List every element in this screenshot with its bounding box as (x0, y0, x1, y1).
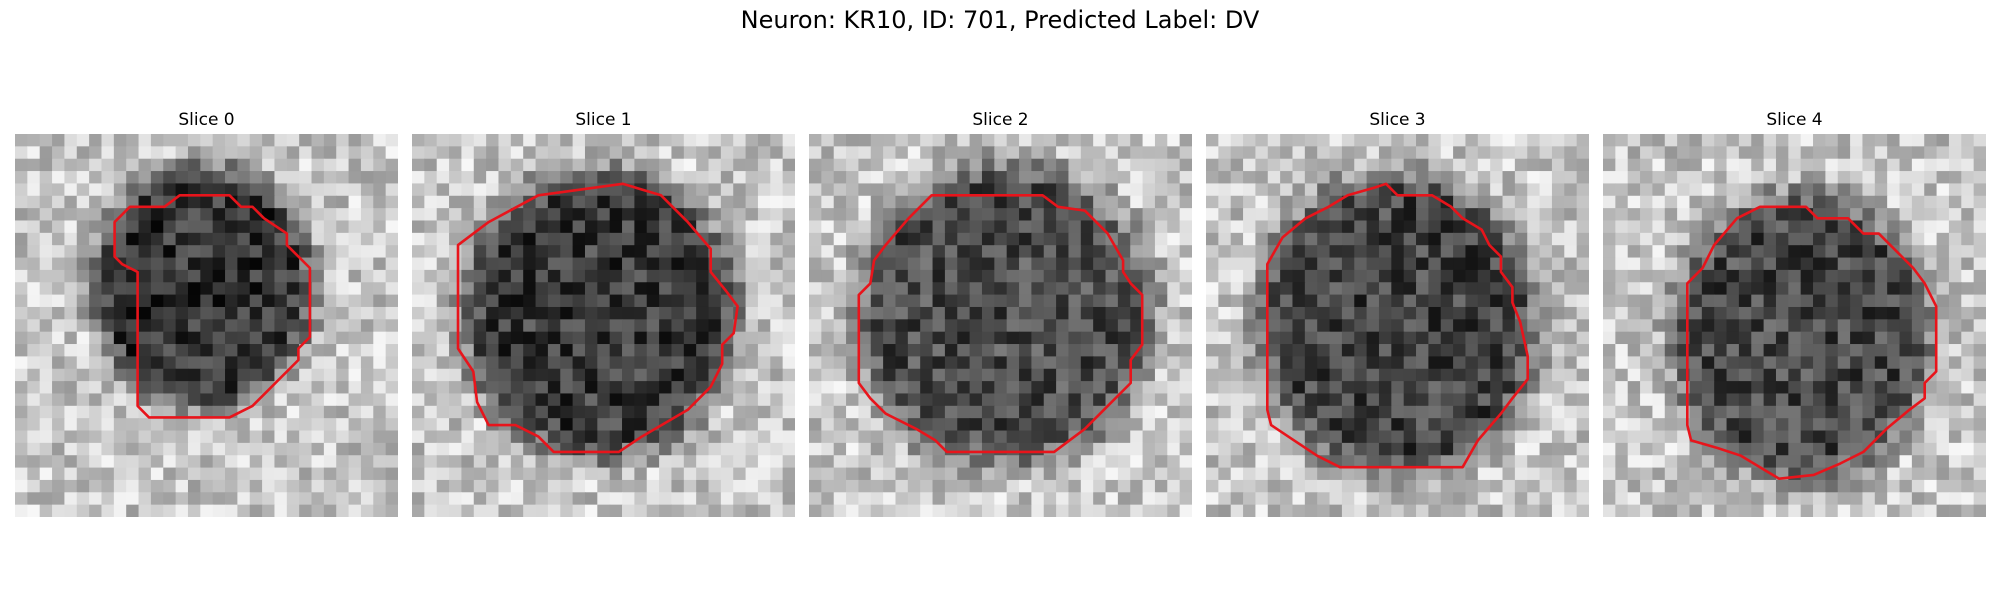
slice-4-title: Slice 4 (1766, 110, 1823, 130)
neuron-contour (113, 193, 312, 419)
slice-1-canvas (412, 134, 795, 517)
slice-4-image (1603, 134, 1986, 517)
slice-3-image (1206, 134, 1589, 517)
slice-1-image (412, 134, 795, 517)
slice-3-canvas (1206, 134, 1589, 517)
slice-2-title: Slice 2 (972, 110, 1029, 130)
slice-2-canvas (809, 134, 1192, 517)
slice-0-title: Slice 0 (178, 110, 235, 130)
slice-2-image (809, 134, 1192, 517)
slice-1-title: Slice 1 (575, 110, 632, 130)
neuron-contour (456, 182, 739, 454)
neuron-contour (1265, 182, 1530, 469)
neuron-contour (1686, 205, 1938, 481)
slice-0-canvas (15, 134, 398, 517)
slice-0-image (15, 134, 398, 517)
neuron-contour (857, 193, 1144, 454)
slice-3-title: Slice 3 (1369, 110, 1426, 130)
figure-title: Neuron: KR10, ID: 701, Predicted Label: … (740, 6, 1260, 34)
slice-4-canvas (1603, 134, 1986, 517)
